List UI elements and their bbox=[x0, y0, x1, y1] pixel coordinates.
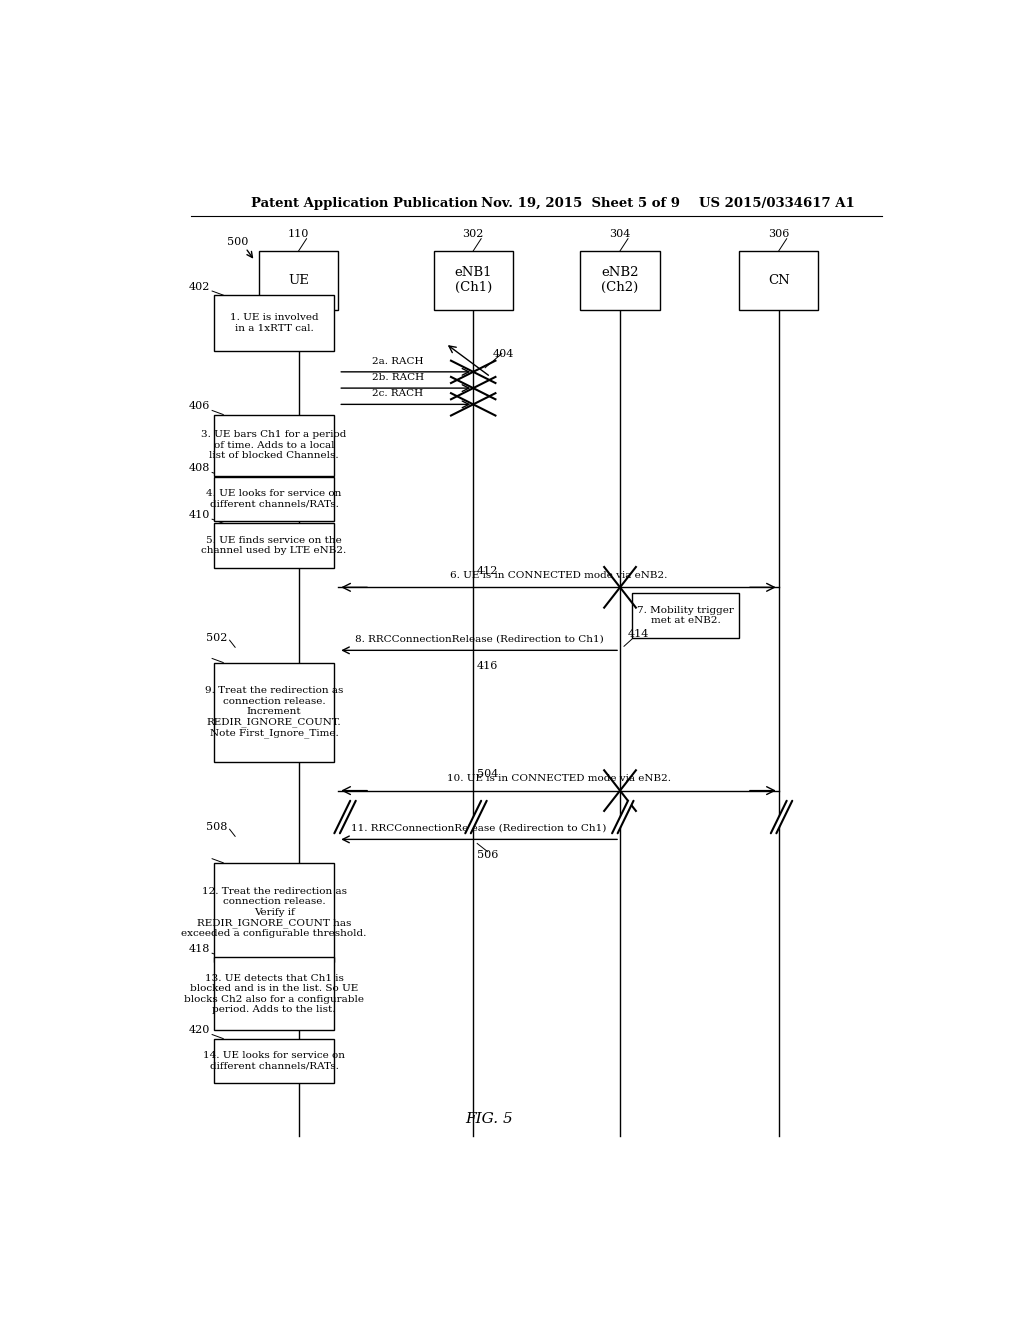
Text: 408: 408 bbox=[188, 463, 210, 474]
FancyBboxPatch shape bbox=[581, 251, 659, 310]
FancyBboxPatch shape bbox=[214, 1039, 334, 1084]
Text: 8. RRCConnectionRelease (Redirection to Ch1): 8. RRCConnectionRelease (Redirection to … bbox=[354, 634, 603, 643]
Text: 418: 418 bbox=[188, 944, 210, 954]
FancyBboxPatch shape bbox=[632, 594, 739, 638]
Polygon shape bbox=[465, 801, 486, 833]
Text: 110: 110 bbox=[288, 228, 309, 239]
FancyBboxPatch shape bbox=[214, 414, 334, 475]
Text: 304: 304 bbox=[609, 228, 631, 239]
Text: 410: 410 bbox=[188, 510, 210, 520]
Text: 416: 416 bbox=[477, 660, 499, 671]
Text: 2b. RACH: 2b. RACH bbox=[372, 374, 424, 381]
Text: 6. UE is in CONNECTED mode via eNB2.: 6. UE is in CONNECTED mode via eNB2. bbox=[450, 572, 668, 581]
FancyBboxPatch shape bbox=[214, 296, 334, 351]
Text: 508: 508 bbox=[206, 822, 227, 832]
Text: 10. UE is in CONNECTED mode via eNB2.: 10. UE is in CONNECTED mode via eNB2. bbox=[446, 775, 671, 784]
Text: 414: 414 bbox=[628, 630, 649, 639]
Text: 4. UE looks for service on
different channels/RATs.: 4. UE looks for service on different cha… bbox=[206, 490, 342, 508]
Polygon shape bbox=[334, 801, 355, 833]
Text: 2c. RACH: 2c. RACH bbox=[373, 389, 423, 399]
Text: 12. Treat the redirection as
connection release.
Verify if
REDIR_IGNORE_COUNT ha: 12. Treat the redirection as connection … bbox=[181, 887, 367, 939]
Text: US 2015/0334617 A1: US 2015/0334617 A1 bbox=[699, 197, 855, 210]
Text: 2a. RACH: 2a. RACH bbox=[372, 356, 424, 366]
FancyBboxPatch shape bbox=[214, 523, 334, 568]
Text: 504: 504 bbox=[477, 770, 499, 779]
Text: 5. UE finds service on the
channel used by LTE eNB2.: 5. UE finds service on the channel used … bbox=[202, 536, 347, 556]
Text: UE: UE bbox=[288, 273, 309, 286]
Text: 506: 506 bbox=[477, 850, 499, 859]
Text: 412: 412 bbox=[477, 566, 499, 576]
Text: 14. UE looks for service on
different channels/RATs.: 14. UE looks for service on different ch… bbox=[203, 1051, 345, 1071]
Text: 3. UE bars Ch1 for a period
of time. Adds to a local
list of blocked Channels.: 3. UE bars Ch1 for a period of time. Add… bbox=[202, 430, 347, 459]
Text: 402: 402 bbox=[188, 282, 210, 292]
Text: 306: 306 bbox=[768, 228, 790, 239]
Text: eNB1
(Ch1): eNB1 (Ch1) bbox=[455, 267, 492, 294]
Text: 9. Treat the redirection as
connection release.
Increment
REDIR_IGNORE_COUNT.
No: 9. Treat the redirection as connection r… bbox=[205, 686, 343, 738]
Text: 420: 420 bbox=[188, 1026, 210, 1035]
Text: eNB2
(Ch2): eNB2 (Ch2) bbox=[601, 267, 639, 294]
Polygon shape bbox=[612, 801, 634, 833]
Text: FIG. 5: FIG. 5 bbox=[465, 1111, 513, 1126]
FancyBboxPatch shape bbox=[214, 863, 334, 962]
Text: Nov. 19, 2015  Sheet 5 of 9: Nov. 19, 2015 Sheet 5 of 9 bbox=[481, 197, 680, 210]
Text: CN: CN bbox=[768, 273, 790, 286]
FancyBboxPatch shape bbox=[259, 251, 338, 310]
FancyBboxPatch shape bbox=[214, 477, 334, 521]
FancyBboxPatch shape bbox=[433, 251, 513, 310]
Text: 500: 500 bbox=[227, 236, 249, 247]
FancyBboxPatch shape bbox=[214, 663, 334, 762]
FancyBboxPatch shape bbox=[739, 251, 818, 310]
Text: 7. Mobility trigger
met at eNB2.: 7. Mobility trigger met at eNB2. bbox=[637, 606, 734, 626]
Text: 11. RRCConnectionRelease (Redirection to Ch1): 11. RRCConnectionRelease (Redirection to… bbox=[351, 824, 607, 833]
Text: 406: 406 bbox=[188, 401, 210, 412]
Text: 13. UE detects that Ch1 is
blocked and is in the list. So UE
blocks Ch2 also for: 13. UE detects that Ch1 is blocked and i… bbox=[184, 974, 364, 1014]
Text: Patent Application Publication: Patent Application Publication bbox=[251, 197, 478, 210]
Text: 502: 502 bbox=[206, 634, 227, 643]
FancyBboxPatch shape bbox=[214, 957, 334, 1031]
Text: 1. UE is involved
in a 1xRTT cal.: 1. UE is involved in a 1xRTT cal. bbox=[229, 313, 318, 333]
Text: 302: 302 bbox=[463, 228, 484, 239]
Text: 404: 404 bbox=[494, 348, 514, 359]
Polygon shape bbox=[771, 801, 793, 833]
